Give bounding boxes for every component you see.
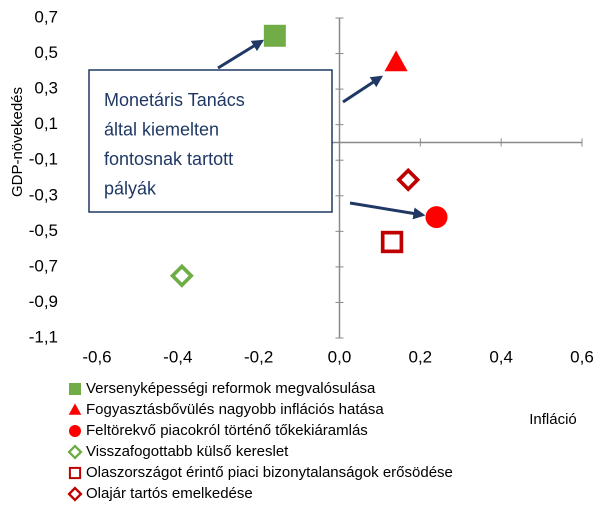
y-tick-label: -0,1 bbox=[29, 150, 58, 169]
x-tick-label: -0,6 bbox=[82, 347, 111, 366]
legend-marker bbox=[67, 486, 83, 502]
legend-label: Visszafogottabb külső kereslet bbox=[86, 443, 289, 460]
legend-label: Fogyasztásbővülés nagyobb inflációs hatá… bbox=[86, 401, 384, 418]
y-tick-label: -0,3 bbox=[29, 185, 58, 204]
legend-marker bbox=[68, 466, 82, 480]
x-tick-label: -0,2 bbox=[244, 347, 273, 366]
y-tick-label: 0,7 bbox=[34, 7, 58, 26]
legend-label: Olajár tartós emelkedése bbox=[86, 485, 253, 502]
legend-marker bbox=[67, 444, 83, 460]
legend-marker bbox=[69, 383, 81, 395]
y-tick-label: 0,1 bbox=[34, 114, 58, 133]
marker bbox=[263, 24, 286, 47]
y-tick-label: -0,5 bbox=[29, 221, 58, 240]
legend-marker bbox=[68, 403, 82, 415]
marker bbox=[380, 230, 404, 254]
x-tick-label: 0,0 bbox=[328, 347, 352, 366]
annotation-text: pályák bbox=[104, 178, 157, 198]
x-tick-label: 0,2 bbox=[409, 347, 433, 366]
legend-marker bbox=[69, 425, 81, 437]
x-tick-label: -0,4 bbox=[163, 347, 192, 366]
legend-label: Feltörekvő piacokról történő tőkekiáraml… bbox=[86, 422, 368, 439]
annotation-text: által kiemelten bbox=[104, 119, 219, 139]
x-tick-label: 0,6 bbox=[570, 347, 594, 366]
y-axis-label: GDP-növekedés bbox=[9, 87, 26, 197]
marker bbox=[169, 263, 194, 288]
y-tick-label: -0,7 bbox=[29, 256, 58, 275]
legend-label: Olaszországot érintő piaci bizonytalansá… bbox=[86, 464, 453, 481]
arrows bbox=[217, 39, 426, 220]
y-tick-label: 0,3 bbox=[34, 79, 58, 98]
annotation-text: fontosnak tartott bbox=[104, 149, 233, 169]
marker bbox=[425, 206, 448, 229]
y-tick-label: -1,1 bbox=[29, 327, 58, 346]
annotation-box bbox=[88, 69, 333, 213]
x-axis-label: Infláció bbox=[529, 411, 577, 428]
marker bbox=[396, 167, 421, 192]
x-tick-label: 0,4 bbox=[489, 347, 513, 366]
marker bbox=[384, 50, 408, 72]
y-tick-label: -0,9 bbox=[29, 292, 58, 311]
y-tick-label: 0,5 bbox=[34, 43, 58, 62]
annotation-text: Monetáris Tanács bbox=[104, 90, 245, 110]
legend-label: Versenyképességi reformok megvalósulása bbox=[86, 380, 376, 397]
